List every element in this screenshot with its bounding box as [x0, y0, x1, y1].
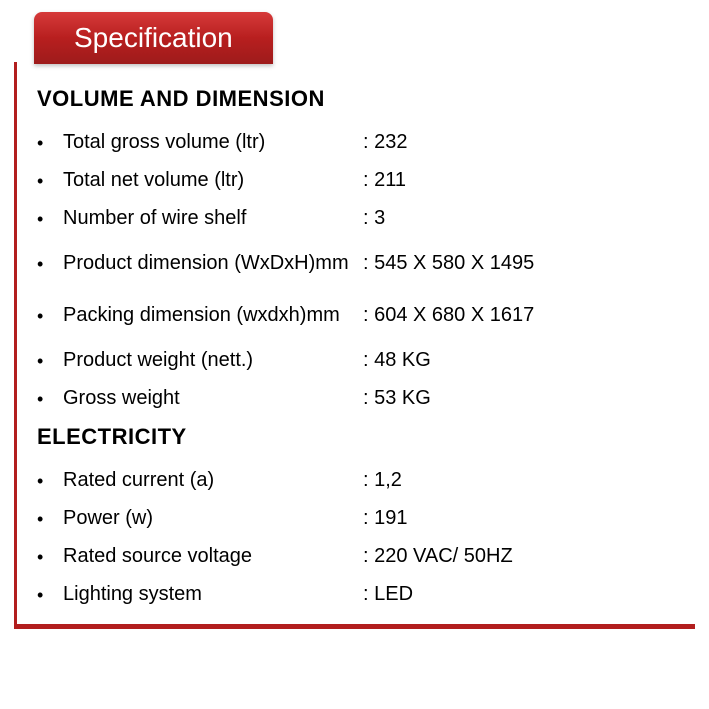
spec-value: : 604 X 680 X 1617	[363, 304, 683, 327]
bullet-icon: •	[37, 469, 63, 493]
spec-label: Product dimension (WxDxH)mm	[63, 252, 363, 275]
spec-value: : 48 KG	[363, 349, 683, 372]
section-heading: ELECTRICITY	[37, 424, 683, 450]
spec-label: Total net volume (ltr)	[63, 169, 363, 192]
bullet-icon: •	[37, 349, 63, 373]
bullet-icon: •	[37, 252, 63, 276]
spec-label: Product weight (nett.)	[63, 349, 363, 372]
spec-label: Packing dimension (wxdxh)mm	[63, 304, 363, 327]
section-heading: VOLUME AND DIMENSION	[37, 86, 683, 112]
spec-label: Number of wire shelf	[63, 207, 363, 230]
spec-value: : 211	[363, 169, 683, 192]
spec-value: : 191	[363, 507, 683, 530]
spec-label: Lighting system	[63, 583, 363, 606]
spec-row: •Product dimension (WxDxH)mm: 545 X 580 …	[37, 238, 683, 290]
spec-row: •Total gross volume (ltr): 232	[37, 124, 683, 162]
spec-value: : 220 VAC/ 50HZ	[363, 545, 683, 568]
spec-row: •Total net volume (ltr): 211	[37, 162, 683, 200]
bullet-icon: •	[37, 131, 63, 155]
spec-tab: Specification	[34, 12, 273, 64]
spec-label: Total gross volume (ltr)	[63, 131, 363, 154]
bullet-icon: •	[37, 507, 63, 531]
spec-row: •Lighting system: LED	[37, 576, 683, 614]
spec-panel: VOLUME AND DIMENSION•Total gross volume …	[14, 62, 695, 629]
bullet-icon: •	[37, 545, 63, 569]
spec-row: •Power (w): 191	[37, 500, 683, 538]
spec-label: Gross weight	[63, 387, 363, 410]
spec-value: : 545 X 580 X 1495	[363, 252, 683, 275]
bullet-icon: •	[37, 169, 63, 193]
spec-row: •Product weight (nett.): 48 KG	[37, 342, 683, 380]
bullet-icon: •	[37, 583, 63, 607]
spec-value: : LED	[363, 583, 683, 606]
bullet-icon: •	[37, 387, 63, 411]
spec-row: •Rated current (a): 1,2	[37, 462, 683, 500]
spec-value: : 232	[363, 131, 683, 154]
spec-value: : 53 KG	[363, 387, 683, 410]
bullet-icon: •	[37, 207, 63, 231]
spec-value: : 1,2	[363, 469, 683, 492]
spec-row: •Rated source voltage: 220 VAC/ 50HZ	[37, 538, 683, 576]
spec-row: •Number of wire shelf: 3	[37, 200, 683, 238]
bullet-icon: •	[37, 304, 63, 328]
spec-sections: VOLUME AND DIMENSION•Total gross volume …	[37, 86, 683, 614]
spec-label: Rated current (a)	[63, 469, 363, 492]
spec-label: Rated source voltage	[63, 545, 363, 568]
spec-row: •Packing dimension (wxdxh)mm: 604 X 680 …	[37, 290, 683, 342]
spec-row: •Gross weight: 53 KG	[37, 380, 683, 418]
spec-label: Power (w)	[63, 507, 363, 530]
spec-value: : 3	[363, 207, 683, 230]
